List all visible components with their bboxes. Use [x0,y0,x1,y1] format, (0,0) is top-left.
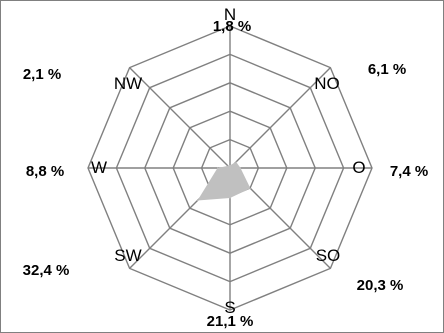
percent-label-w: 8,8 % [26,163,64,180]
percent-label-n: 1,8 % [213,18,251,35]
data-point-n [229,164,231,166]
direction-label-o: O [352,158,365,177]
direction-label-so: SO [316,246,341,265]
spoke-no [229,67,331,169]
direction-label-n: N [224,5,236,24]
percent-label-sw: 32,4 % [23,262,70,279]
radar-labels: N NO O SO S SW W NW 1,8 % 6,1 % 7,4 % 20,3 % 21,1 % 3… [23,5,429,330]
radar-data [197,161,251,201]
data-point-sw [197,200,198,201]
data-point-nw [227,165,229,167]
percent-label-no: 6,1 % [368,61,406,78]
percent-label-so: 20,3 % [357,277,404,294]
data-point-w [217,167,218,169]
data-point-no [235,161,237,163]
data-area [197,161,251,201]
direction-label-no: NO [314,74,340,93]
percent-label-s: 21,1 % [207,313,254,330]
data-point-s [229,197,231,199]
data-point-so [249,187,251,189]
spoke-nw [129,67,231,169]
direction-label-sw: SW [114,246,141,265]
percent-label-nw: 2,1 % [23,66,61,83]
direction-label-w: W [91,158,107,177]
data-point-o [240,167,241,169]
direction-label-nw: NW [114,74,142,93]
direction-label-s: S [224,298,235,317]
percent-label-o: 7,4 % [390,163,428,180]
